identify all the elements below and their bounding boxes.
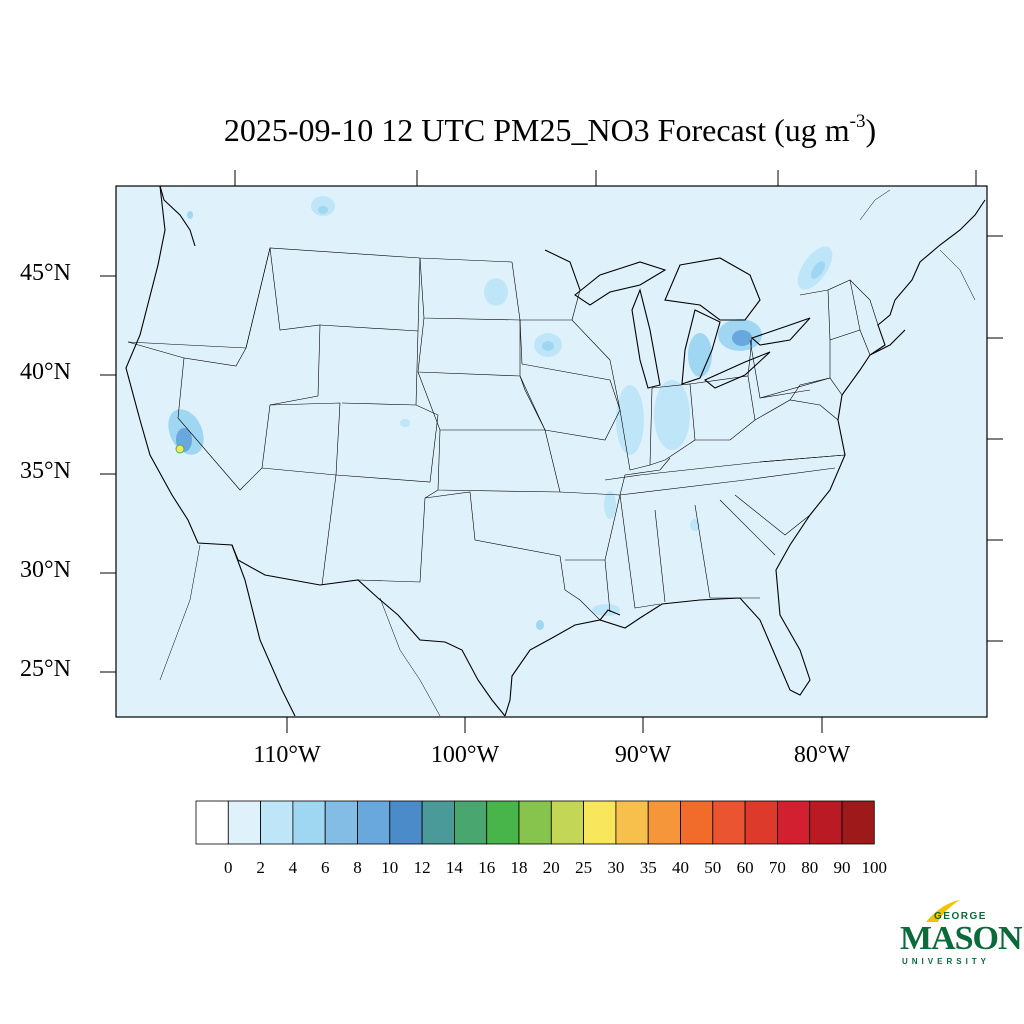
lat-label-40: 40°N — [20, 359, 71, 385]
neighbor-boundaries — [159, 189, 976, 717]
logo-university: UNIVERSITY — [902, 957, 991, 966]
colorbar-label: 30 — [607, 858, 625, 877]
lat-label-25: 25°N — [20, 656, 71, 682]
logo-swoosh-icon — [926, 900, 960, 922]
colorbar-label: 90 — [833, 858, 851, 877]
colorbar-label: 18 — [510, 858, 528, 877]
logo-george: GEORGE — [934, 911, 987, 922]
colorbar-label: 2 — [256, 858, 265, 877]
map-frame — [115, 185, 988, 718]
colorbar-label: 60 — [736, 858, 754, 877]
title-close: ) — [865, 112, 877, 148]
title-text: 2025-09-10 12 UTC PM25_NO3 Forecast (ug … — [223, 112, 850, 148]
logo-mason: MASON — [900, 920, 1023, 957]
colorbar-label: 16 — [478, 858, 496, 877]
colorbar-label: 4 — [288, 858, 298, 877]
title-superscript: -3 — [849, 111, 866, 133]
concentration-patches — [168, 196, 833, 630]
colorbar-label: 14 — [445, 858, 463, 877]
gmu-logo: GEORGE MASON UNIVERSITY — [898, 896, 1023, 976]
map-ticks — [100, 170, 1003, 733]
colorbar-label: 70 — [768, 858, 786, 877]
colorbar-label: 10 — [381, 858, 399, 877]
colorbar-label: 35 — [639, 858, 657, 877]
colorbar-label: 25 — [575, 858, 593, 877]
colorbar-label: 6 — [320, 858, 330, 877]
colorbar-label: 0 — [224, 858, 233, 877]
lon-label-90: 90°W — [614, 742, 672, 768]
colorbar-label: 8 — [353, 858, 362, 877]
lon-label-110: 110°W — [253, 742, 321, 768]
lon-label-100: 100°W — [430, 742, 500, 768]
state-boundaries — [127, 247, 879, 621]
colorbar-label: 100 — [861, 858, 888, 877]
lat-label-35: 35°N — [20, 458, 71, 484]
colorbar-label: 50 — [704, 858, 722, 877]
colorbar-label: 80 — [801, 858, 819, 877]
colorbar-label: 12 — [413, 858, 431, 877]
country-outline — [125, 185, 986, 717]
lat-label-30: 30°N — [20, 557, 71, 583]
lat-label-45: 45°N — [20, 260, 71, 286]
lon-label-80: 80°W — [793, 742, 851, 768]
map-title: 2025-09-10 12 UTC PM25_NO3 Forecast (ug … — [0, 111, 1024, 149]
colorbar-label: 20 — [542, 858, 560, 877]
colorbar-label: 40 — [672, 858, 689, 877]
